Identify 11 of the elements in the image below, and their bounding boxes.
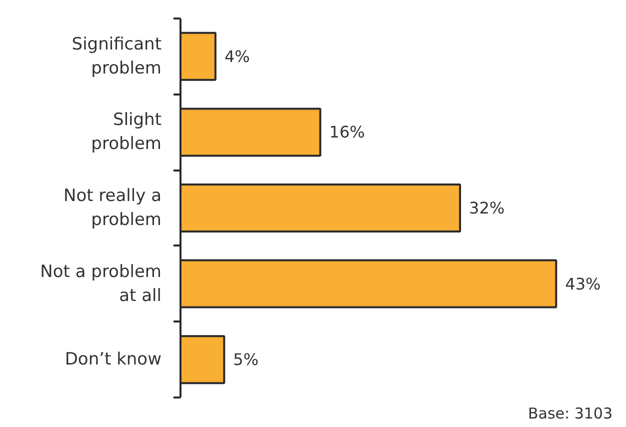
y-tick-label: Don’t know [64,350,162,370]
y-tick-label: Not really a problem [63,186,162,230]
data-label: 32% [469,198,505,218]
y-tick-label: Not a problem at all [40,262,162,306]
data-label: 5% [233,350,259,370]
data-label: 43% [565,274,601,294]
text: Base: 3103 [528,404,613,422]
data-label: 4% [224,46,250,66]
data-label: 16% [329,122,365,142]
y-tick-label: Slight problem [91,110,162,154]
y-tick-label: Significant problem [72,34,162,78]
